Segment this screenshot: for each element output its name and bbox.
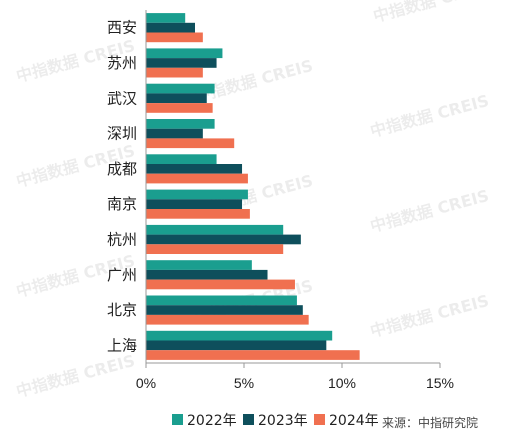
legend: 2022年 2023年 2024年 xyxy=(172,413,379,429)
bar-2023年-广州 xyxy=(146,269,268,280)
x-tick-label: 15% xyxy=(426,375,454,391)
bar-2024年-北京 xyxy=(146,314,309,325)
bar-2023年-杭州 xyxy=(146,234,301,245)
bar-2022年-成都 xyxy=(146,154,217,164)
bar-2023年-南京 xyxy=(146,199,243,209)
bar-2024年-成都 xyxy=(146,173,248,184)
category-label: 苏州 xyxy=(107,54,137,72)
source-text: 来源：中指研究院 xyxy=(382,415,478,430)
bar-2024年-上海 xyxy=(146,350,360,360)
category-label: 深圳 xyxy=(107,125,137,143)
bar-2023年-上海 xyxy=(146,340,327,351)
legend-swatch xyxy=(172,414,183,425)
bar-2024年-苏州 xyxy=(146,67,203,78)
bar-2023年-成都 xyxy=(146,164,243,174)
x-tick-label: 0% xyxy=(136,375,156,391)
category-label: 北京 xyxy=(107,301,137,319)
bar-2022年-武汉 xyxy=(146,83,215,94)
bar-2024年-西安 xyxy=(146,32,203,43)
bar-2022年-南京 xyxy=(146,189,248,200)
x-tick-labels: 0% 5% 10% 15% xyxy=(136,363,454,391)
watermark-text: 中指数据 CREIS xyxy=(368,291,491,341)
bars-layer xyxy=(146,13,360,360)
bar-2023年-深圳 xyxy=(146,128,203,139)
bar-2022年-上海 xyxy=(146,330,333,341)
bar-2024年-广州 xyxy=(146,279,295,290)
category-label: 西安 xyxy=(107,19,137,37)
legend-label: 2022年 xyxy=(187,413,237,429)
category-label: 南京 xyxy=(107,195,137,213)
x-tick-label: 10% xyxy=(328,375,356,391)
category-label: 上海 xyxy=(107,336,137,354)
watermark-text: 中指数据 CREIS xyxy=(371,0,494,26)
bar-2022年-苏州 xyxy=(146,48,223,59)
bar-2023年-西安 xyxy=(146,22,195,33)
bar-2022年-西安 xyxy=(146,13,186,23)
legend-label: 2024年 xyxy=(329,413,379,429)
x-tick-label: 5% xyxy=(234,375,254,391)
bar-2024年-武汉 xyxy=(146,103,213,113)
watermark-text: 中指数据 CREIS xyxy=(14,351,137,401)
legend-label: 2023年 xyxy=(258,413,308,429)
bar-2024年-南京 xyxy=(146,209,250,219)
legend-swatch xyxy=(314,414,325,425)
category-label: 武汉 xyxy=(107,89,137,107)
watermark-text: 中指数据 CREIS xyxy=(368,91,491,141)
bar-2023年-苏州 xyxy=(146,58,217,68)
category-label: 广州 xyxy=(107,266,137,284)
legend-swatch xyxy=(243,414,254,425)
bar-2022年-杭州 xyxy=(146,224,284,235)
bar-2024年-深圳 xyxy=(146,138,235,149)
bar-2022年-深圳 xyxy=(146,119,215,129)
category-label: 杭州 xyxy=(107,230,137,248)
bar-2023年-武汉 xyxy=(146,93,207,104)
bar-2024年-杭州 xyxy=(146,244,284,254)
watermark-text: 中指数据 CREIS xyxy=(368,186,491,236)
bar-2022年-广州 xyxy=(146,260,252,270)
bar-2022年-北京 xyxy=(146,295,297,306)
bar-2023年-北京 xyxy=(146,305,303,315)
category-label: 成都 xyxy=(107,160,137,178)
